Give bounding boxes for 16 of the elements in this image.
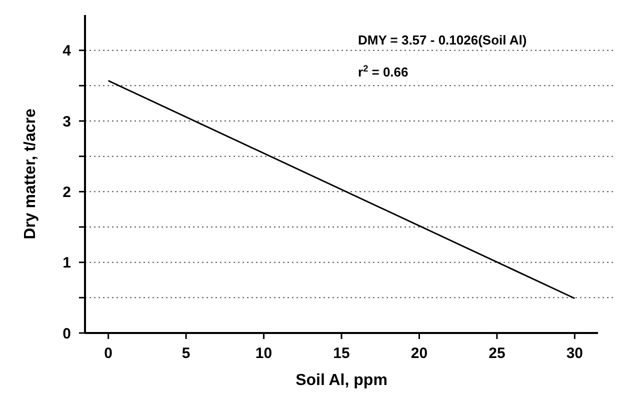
y-tick-label: 1 <box>62 254 71 272</box>
x-tick-label: 30 <box>566 345 584 362</box>
x-tick-label: 15 <box>333 345 350 362</box>
annotation: DMY = 3.57 - 0.1026(Soil Al) <box>358 32 527 48</box>
x-tick-label: 10 <box>255 345 272 362</box>
y-tick-label: 0 <box>62 325 71 342</box>
x-tick-label: 20 <box>410 345 428 362</box>
x-tick-label: 5 <box>182 345 190 362</box>
annotation: r$^{2}$ = 0.66 <box>358 63 408 80</box>
y-tick-label: 3 <box>62 113 71 130</box>
y-tick-label: 4 <box>62 42 72 60</box>
y-tick-label: 2 <box>62 184 71 201</box>
x-axis-title: Soil Al, ppm <box>296 372 388 389</box>
x-tick-label: 0 <box>104 345 112 362</box>
x-tick-label: 25 <box>488 345 506 362</box>
y-axis-title: Dry matter, t/acre <box>22 108 39 240</box>
